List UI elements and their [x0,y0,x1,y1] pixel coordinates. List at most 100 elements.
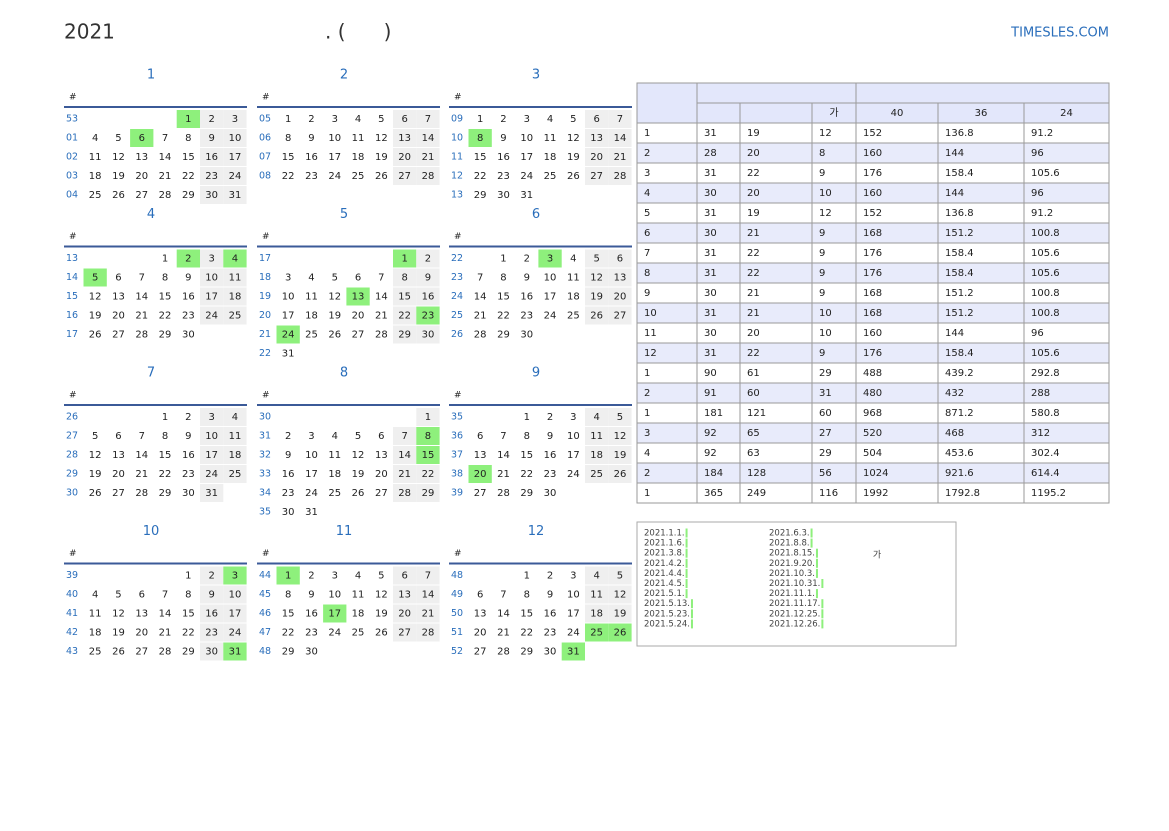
week-number: 31 [259,431,271,442]
table-value: 28 [704,148,717,159]
day: 1 [185,571,191,582]
day: 3 [232,571,238,582]
day: 19 [112,171,125,182]
day: 21 [159,628,172,639]
brand[interactable]: TIMESLES.COM [1010,26,1109,41]
day: 12 [567,133,580,144]
day: 25 [590,628,603,639]
holiday-cell [585,623,609,642]
holiday-note: 가 [873,550,881,561]
weekend-cell [608,268,632,287]
week-number: 23 [451,272,463,283]
table-value: 128 [747,468,766,479]
day: 1 [285,571,291,582]
day: 12 [375,133,388,144]
day: 13 [135,609,148,620]
table-value: 116 [819,488,838,499]
day: 25 [89,647,102,658]
weekend-cell [585,408,609,426]
day: 11 [89,609,102,620]
day: 2 [285,431,291,442]
day: 8 [162,431,168,442]
table-value: 158.4 [945,248,974,259]
day: 19 [375,609,388,620]
holiday-date: 2021.1.6. [644,539,685,549]
weekend-cell [223,408,247,426]
day: 22 [474,171,487,182]
day: 18 [544,152,557,163]
day: 2 [547,571,553,582]
day: 3 [208,412,214,423]
holiday-marker [685,579,688,588]
day: 4 [332,431,338,442]
holiday-cell [538,249,562,268]
day: 21 [497,628,510,639]
day: 12 [89,450,102,461]
weekend-cell [393,167,417,185]
week-number: 48 [259,646,271,657]
day: 8 [524,590,530,601]
day: 7 [425,114,431,125]
day: 9 [208,590,214,601]
table-value: 31 [704,168,717,179]
day: 28 [497,647,510,658]
weekend-cell [223,623,247,642]
table-value: 63 [747,448,760,459]
table-value: 30 [704,228,717,239]
day: 7 [617,114,623,125]
day: 21 [135,469,148,480]
day: 27 [474,647,487,658]
day: 6 [401,571,407,582]
table-value: 9 [819,228,825,239]
table-value: 105.6 [1031,248,1060,259]
weekend-cell [393,446,417,464]
day: 30 [182,488,195,499]
table-value: 20 [747,328,760,339]
day: 22 [182,171,195,182]
day: 5 [92,273,98,284]
day: 8 [500,273,506,284]
day: 5 [570,114,576,125]
day: 31 [282,349,295,360]
weekend-cell [585,129,609,147]
table-value: 56 [819,468,832,479]
weekend-cell [416,604,440,623]
day: 21 [422,152,435,163]
day: 23 [305,628,318,639]
table-value: 184 [704,468,723,479]
week-number: 14 [66,272,78,283]
holiday-cell [346,287,370,306]
table-value: 9 [819,288,825,299]
row-header: 6 [644,228,650,239]
day: 19 [328,311,341,322]
weekend-cell [223,427,247,445]
week-number: 39 [66,570,78,581]
day: 6 [115,273,121,284]
page-title: 2021 [64,20,115,44]
day: 28 [614,171,627,182]
table-value: 144 [945,328,964,339]
holiday-date: 2021.4.5. [644,579,685,589]
weekend-cell [200,566,224,585]
day: 23 [544,628,557,639]
table-value: 22 [747,248,760,259]
weekend-cell [416,287,440,306]
row-header: 1 [644,408,650,419]
day: 12 [590,273,603,284]
table-value: 27 [819,428,832,439]
day: 29 [497,330,510,341]
row-header: 2 [644,468,650,479]
table-value: 176 [863,168,882,179]
day: 20 [614,292,627,303]
table-value: 30 [704,288,717,299]
day: 4 [570,254,576,265]
day: 27 [614,311,627,322]
table-value: 105.6 [1031,268,1060,279]
table-value: 168 [863,228,882,239]
week-number: 09 [451,114,463,125]
table-value: 1792.8 [945,488,980,499]
week-header: # [454,232,462,242]
table-value: 65 [747,428,760,439]
holiday-marker [821,619,824,629]
table-value: 121 [747,408,766,419]
